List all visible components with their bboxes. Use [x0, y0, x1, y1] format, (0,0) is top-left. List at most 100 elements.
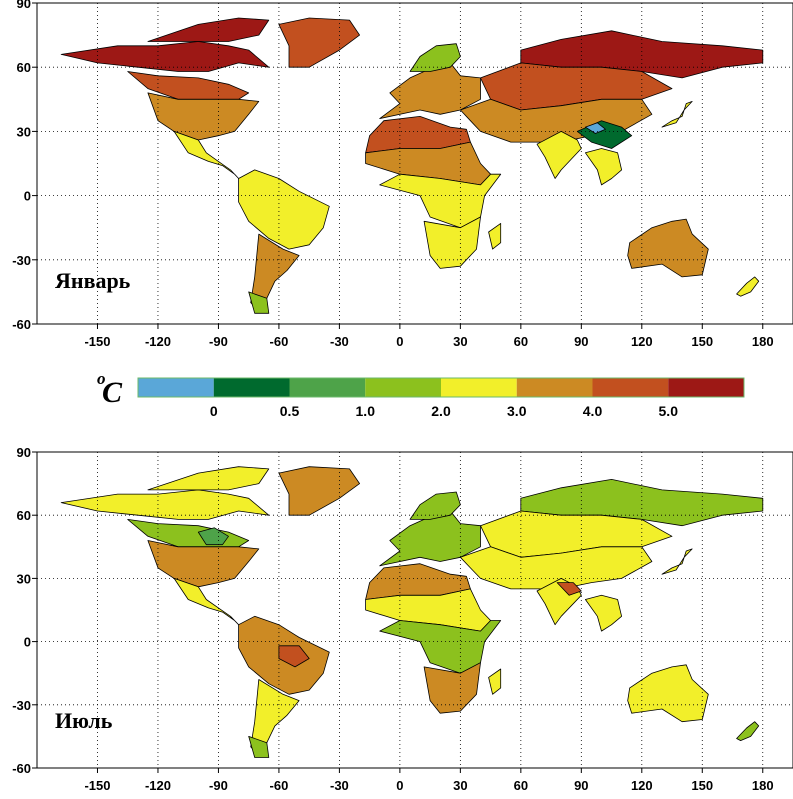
- x-tick-label: -30: [330, 334, 349, 349]
- y-tick-label: 0: [24, 189, 31, 204]
- y-tick-label: 30: [17, 571, 31, 586]
- unit-celsius-letter: C: [102, 376, 123, 409]
- region-central-africa: [379, 620, 502, 674]
- region-india: [536, 130, 582, 179]
- region-south-america-south: [250, 679, 300, 756]
- colorbar-label: 4.0: [583, 403, 603, 419]
- colorbar-label: 0.5: [280, 403, 300, 419]
- map-frame: [36, 451, 793, 769]
- x-tick-label: -60: [270, 778, 289, 793]
- region-greenland: [278, 17, 361, 68]
- x-tick-label: 30: [453, 778, 467, 793]
- y-tick-label: -60: [12, 761, 31, 776]
- region-south-america-north: [238, 169, 330, 250]
- region-scandinavia: [409, 491, 461, 520]
- july-map-panel: -150 -120 -90 -60 -30 0 30 60 90 120 150 180 90 60 30 0…: [12, 445, 793, 793]
- x-tick-label: 60: [514, 334, 528, 349]
- colorbar-segment: [441, 378, 517, 397]
- colorbar-segment: [213, 378, 290, 397]
- colorbar-border: [137, 377, 745, 398]
- y-tick-label: -60: [12, 317, 31, 332]
- region-great-lakes-low: [197, 527, 229, 546]
- january-map-panel: -150 -120 -90 -60 -30 0 30 60 90 120 150 180 90 60 30 0…: [12, 0, 793, 349]
- region-madagascar: [488, 668, 502, 695]
- x-tick-label: 0: [396, 778, 403, 793]
- region-patagonia: [248, 736, 270, 758]
- colorbar-segment: [138, 378, 214, 397]
- colorbar-label: 2.0: [431, 403, 451, 419]
- x-tick-label: -60: [270, 334, 289, 349]
- colorbar-segment: [365, 378, 441, 397]
- region-japan: [661, 101, 693, 128]
- x-axis-ticks: -150 -120 -90 -60 -30 0 30 60 90 120 150 180: [84, 768, 774, 793]
- x-tick-label: -90: [209, 334, 228, 349]
- unit-degree-symbol: o: [97, 369, 106, 388]
- y-tick-label: 30: [17, 124, 31, 139]
- x-axis-ticks: -150 -120 -90 -60 -30 0 30 60 90 120 150 180: [84, 324, 774, 349]
- colorbar-segment: [289, 378, 366, 397]
- region-patagonia: [248, 291, 270, 314]
- region-canadian-archipelago: [147, 17, 270, 42]
- y-axis-ticks: 90 60 30 0 -30 -60: [12, 445, 37, 776]
- x-tick-label: 90: [574, 778, 588, 793]
- region-madagascar: [488, 222, 502, 250]
- y-tick-label: 0: [24, 635, 31, 650]
- x-tick-label: -120: [145, 334, 171, 349]
- colorbar-segment: [668, 378, 744, 397]
- colorbar-label: 1.0: [356, 403, 376, 419]
- x-tick-label: 60: [514, 778, 528, 793]
- region-southeast-asia: [585, 594, 622, 632]
- y-tick-label: 90: [17, 445, 31, 460]
- gridlines: [37, 451, 793, 769]
- x-tick-label: 180: [752, 334, 774, 349]
- colorbar-label: 5.0: [659, 403, 679, 419]
- region-north-america-south: [147, 540, 260, 588]
- region-north-america-mid: [127, 71, 250, 100]
- colorbar-label: 3.0: [507, 403, 527, 419]
- x-tick-label: 180: [752, 778, 774, 793]
- region-tibet-cold-core: [585, 122, 606, 134]
- land-regions: [60, 466, 764, 758]
- x-tick-label: 150: [691, 778, 713, 793]
- region-greenland: [278, 466, 361, 516]
- month-label: Январь: [55, 268, 131, 293]
- x-tick-label: -90: [209, 778, 228, 793]
- land-regions: [60, 17, 764, 314]
- region-australia: [627, 664, 709, 723]
- colorbar-segment: [592, 378, 669, 397]
- x-tick-label: -120: [145, 778, 171, 793]
- region-new-zealand: [736, 276, 760, 297]
- region-australia: [627, 218, 709, 278]
- region-central-africa: [379, 173, 502, 229]
- region-southern-africa: [423, 216, 481, 269]
- x-tick-label: 120: [631, 778, 653, 793]
- region-south-america-south: [250, 233, 300, 312]
- region-japan: [661, 548, 693, 575]
- x-tick-label: -30: [330, 778, 349, 793]
- region-europe: [379, 510, 481, 567]
- y-axis-ticks: 90 60 30 0 -30 -60: [12, 0, 37, 332]
- x-tick-label: 30: [453, 334, 467, 349]
- x-tick-label: 0: [396, 334, 403, 349]
- region-canadian-archipelago: [147, 466, 270, 491]
- region-southern-africa: [423, 662, 481, 714]
- x-tick-label: 150: [691, 334, 713, 349]
- y-tick-label: 60: [17, 508, 31, 523]
- month-label: Июль: [55, 708, 113, 733]
- x-tick-label: 120: [631, 334, 653, 349]
- region-scandinavia: [409, 43, 461, 72]
- region-new-zealand: [736, 721, 760, 741]
- y-tick-label: -30: [12, 253, 31, 268]
- y-tick-label: -30: [12, 698, 31, 713]
- x-tick-label: 90: [574, 334, 588, 349]
- x-tick-label: -150: [84, 778, 110, 793]
- x-tick-label: -150: [84, 334, 110, 349]
- y-tick-label: 60: [17, 60, 31, 75]
- region-ganges-warm: [556, 582, 582, 596]
- colorbar-segment: [516, 378, 593, 397]
- colorbar-label: 0: [210, 403, 218, 419]
- y-tick-label: 90: [17, 0, 31, 11]
- region-north-america-south: [147, 92, 260, 141]
- gridlines: [37, 2, 793, 325]
